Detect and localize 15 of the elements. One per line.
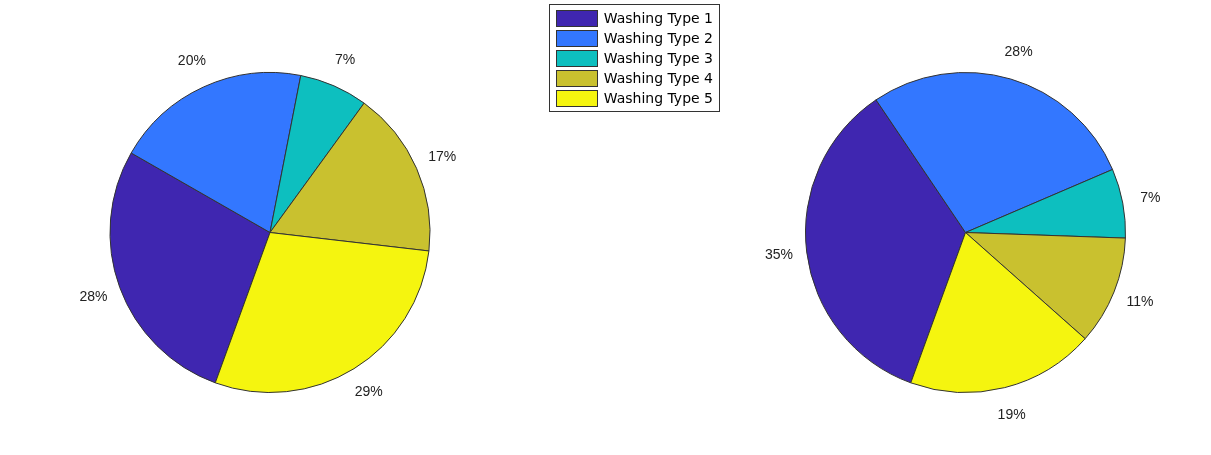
legend-label: Washing Type 3 — [603, 50, 713, 66]
data-label: 35% — [764, 246, 793, 263]
legend-label: Washing Type 5 — [603, 90, 713, 106]
data-label: 29% — [354, 383, 383, 400]
data-label: 28% — [1004, 43, 1033, 60]
data-label: 20% — [177, 52, 206, 69]
data-label: 7% — [335, 51, 356, 68]
data-label: 7% — [1140, 188, 1161, 205]
legend-label: Washing Type 4 — [603, 70, 713, 86]
data-label: 11% — [1126, 293, 1154, 310]
data-label: 28% — [79, 287, 108, 304]
data-label: 19% — [997, 405, 1026, 422]
legend-label: Washing Type 2 — [603, 30, 713, 46]
data-label: 17% — [428, 147, 457, 164]
legend-label: Washing Type 1 — [603, 10, 713, 26]
